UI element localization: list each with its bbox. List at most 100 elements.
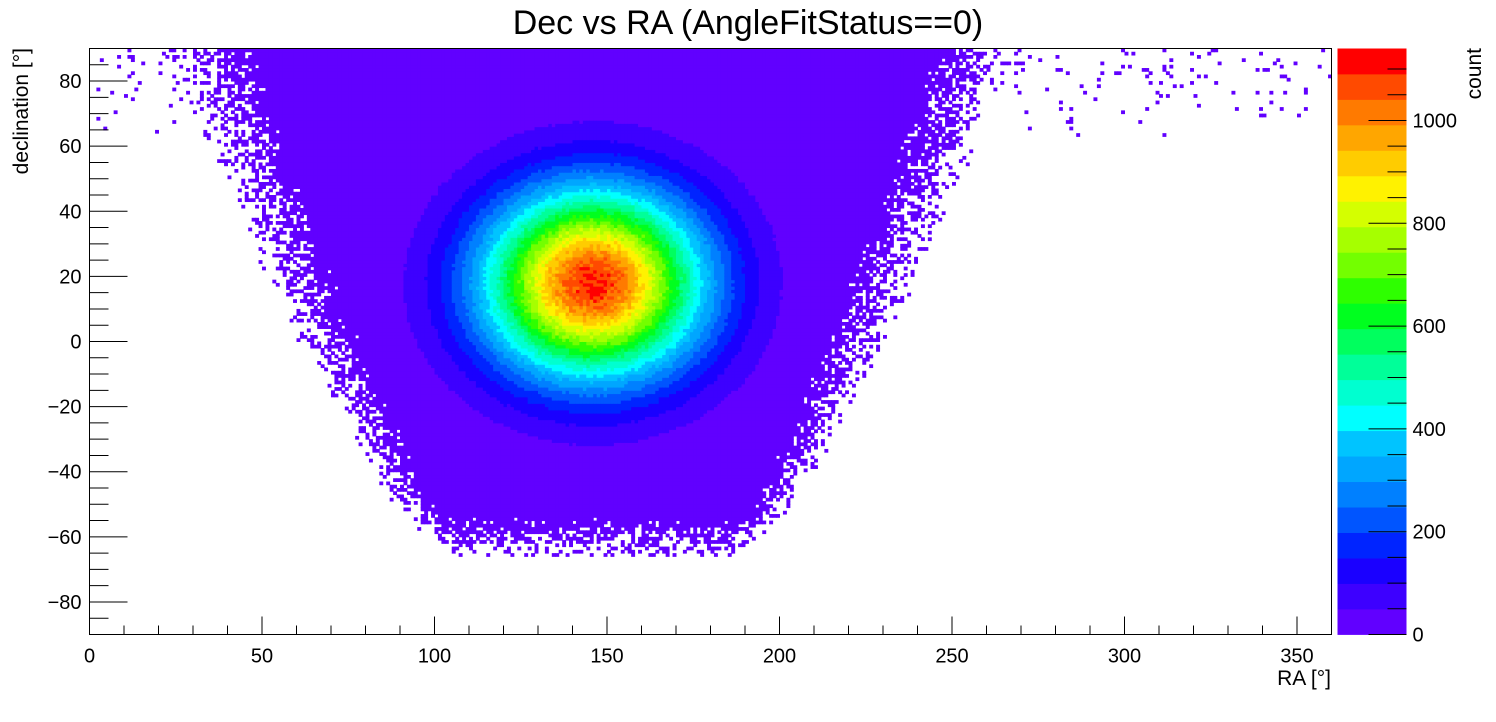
heatmap-cell [403,126,408,131]
heatmap-cell [413,383,418,388]
heatmap-cell [210,58,215,63]
heatmap-cell [327,331,332,336]
heatmap-cell [351,51,356,56]
heatmap-cell [327,113,332,118]
heatmap-cell [368,269,373,274]
heatmap-cell [424,419,429,424]
heatmap-cell [413,129,418,134]
heatmap-cell [327,162,332,167]
heatmap-cell [396,227,401,232]
heatmap-cell [293,81,297,85]
heatmap-cell [348,103,353,108]
heatmap-cell [286,48,291,53]
heatmap-cell [337,185,342,189]
heatmap-cell [368,387,373,391]
heatmap-cell [372,195,377,199]
heatmap-cell [344,269,349,274]
heatmap-cell [365,129,370,134]
heatmap-cell [375,331,380,336]
heatmap-cell [331,142,335,147]
heatmap-cell [265,227,270,232]
heatmap-cell [189,100,194,105]
heatmap-cell [396,422,401,427]
heatmap-cell [351,312,356,316]
heatmap-cell [424,478,429,482]
heatmap-cell [244,198,249,203]
heatmap-cell [351,292,356,297]
heatmap-cell [306,234,311,238]
heatmap-cell [382,256,387,261]
heatmap-cell [310,58,315,63]
heatmap-cell [334,188,339,193]
heatmap-cell [327,302,332,307]
heatmap-cell [362,357,366,362]
heatmap-cell [389,334,394,339]
heatmap-cell [279,266,284,271]
heatmap-cell [365,81,370,85]
heatmap-cell [368,181,373,186]
heatmap-cell [413,172,418,176]
heatmap-cell [355,348,360,352]
heatmap-cell [393,445,398,450]
heatmap-cell [331,71,335,76]
heatmap-cell [372,217,377,222]
heatmap-cell [279,253,284,258]
heatmap-cell [327,354,332,359]
heatmap-cell [413,120,418,124]
heatmap-cell [420,507,425,512]
heatmap-cell [293,237,297,242]
heatmap-cell [265,224,270,229]
heatmap-cell [368,341,373,346]
heatmap-cell [334,393,339,398]
heatmap-cell [393,361,398,365]
heatmap-cell [224,84,228,89]
heatmap-cell [400,250,404,255]
heatmap-cell [358,396,363,401]
heatmap-cell [241,129,246,134]
heatmap-cell [413,208,418,212]
heatmap-cell [375,224,380,229]
heatmap-cell [255,58,260,63]
heatmap-cell [337,162,342,167]
heatmap-cell [224,77,228,82]
heatmap-cell [241,84,246,89]
heatmap-cell [237,97,242,102]
heatmap-cell [351,113,356,118]
heatmap-cell [348,396,353,401]
heatmap-cell [382,58,387,63]
heatmap-cell [299,175,304,180]
heatmap-cell [265,107,270,111]
heatmap-cell [313,172,318,176]
heatmap-cell [386,302,391,307]
heatmap-cell [406,266,411,271]
heatmap-cell [217,159,222,163]
heatmap-cell [344,178,349,183]
heatmap-cell [396,266,401,271]
heatmap-cell [410,195,415,199]
heatmap-cell [320,55,325,59]
heatmap-cell [393,136,398,141]
heatmap-cell [265,162,270,167]
heatmap-cell [368,458,373,463]
heatmap-cell [400,71,404,76]
heatmap-cell [334,77,339,82]
heatmap-cell [327,273,332,277]
heatmap-cell [324,159,329,163]
heatmap-cell [386,185,391,189]
heatmap-cell [210,94,215,98]
heatmap-cell [255,152,260,157]
heatmap-cell [317,162,322,167]
heatmap-cell [351,165,356,170]
heatmap-cell [279,188,284,193]
heatmap-cell [320,84,325,89]
heatmap-cell [403,471,408,476]
heatmap-cell [348,152,353,157]
heatmap-cell [282,113,287,118]
heatmap-cell [289,142,294,147]
heatmap-cell [382,152,387,157]
heatmap-cell [317,221,322,225]
heatmap-cell [406,364,411,369]
heatmap-cell [337,211,342,216]
heatmap-cell [248,97,253,102]
heatmap-cell [293,142,297,147]
